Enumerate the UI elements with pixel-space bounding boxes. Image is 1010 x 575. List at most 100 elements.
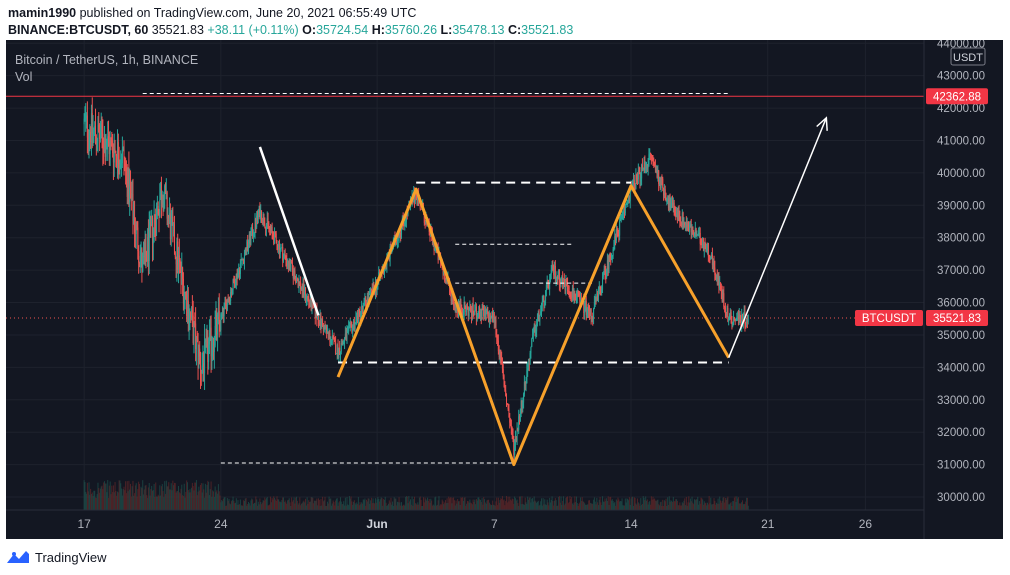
candle-body: [467, 307, 469, 316]
candle-body: [580, 298, 582, 301]
volume-bar: [437, 500, 439, 510]
candle-body: [637, 170, 639, 180]
volume-bar: [701, 498, 703, 510]
candle-body: [466, 306, 468, 308]
volume-bar: [519, 496, 521, 510]
volume-bar: [682, 503, 684, 510]
candle-body: [203, 363, 205, 374]
volume-bar: [348, 496, 350, 510]
candle-body: [235, 273, 237, 286]
candle-body: [618, 235, 620, 237]
volume-bar: [512, 499, 514, 510]
volume-bar: [138, 483, 140, 510]
candle-body: [510, 425, 512, 434]
volume-bar: [616, 500, 618, 510]
volume-bar: [730, 502, 732, 510]
volume-bar: [390, 497, 392, 510]
volume-bar: [246, 505, 248, 510]
volume-bar: [175, 492, 177, 510]
candle-body: [579, 294, 581, 300]
volume-bar: [678, 505, 680, 510]
price-axis[interactable]: 30000.0031000.0032000.0033000.0034000.00…: [937, 40, 985, 504]
white-trend-line: [258, 146, 320, 316]
candle-body: [147, 237, 149, 261]
candle-body: [173, 224, 175, 226]
volume-bar: [400, 505, 402, 510]
volume-bar: [497, 505, 499, 510]
volume-bar: [610, 500, 612, 510]
volume-bar: [244, 498, 246, 510]
volume-bar: [427, 497, 429, 510]
candle-body: [180, 262, 182, 277]
volume-bar: [392, 505, 394, 510]
candle-body: [498, 351, 500, 358]
candle-body: [109, 139, 111, 155]
candle-body: [122, 146, 124, 149]
candle-body: [434, 247, 436, 250]
candle-body: [249, 234, 251, 244]
author-name: mamin1990: [8, 6, 77, 20]
candle-body: [358, 309, 360, 311]
volume-bar: [221, 500, 223, 510]
volume-bar: [453, 500, 455, 510]
candle-body: [668, 196, 670, 209]
chart-panel[interactable]: Bitcoin / TetherUS, 1h, BINANCE Vol 3000…: [6, 40, 1003, 539]
candle-body: [121, 148, 123, 164]
candle-body: [602, 273, 604, 277]
volume-bar: [399, 502, 401, 510]
candle-body: [610, 257, 612, 259]
volume-bar: [142, 480, 144, 510]
candle-body: [283, 253, 285, 256]
volume-bar: [270, 502, 272, 510]
volume-bar: [570, 499, 572, 510]
volume-bar: [84, 482, 86, 510]
candle-body: [99, 138, 101, 140]
volume-bar: [265, 499, 267, 510]
volume-bar: [346, 497, 348, 510]
price-chart[interactable]: Bitcoin / TetherUS, 1h, BINANCE Vol 3000…: [6, 40, 1003, 539]
volume-bar: [596, 497, 598, 510]
volume-bar: [564, 503, 566, 510]
candle-body: [154, 218, 156, 224]
candle-body: [221, 314, 223, 316]
tradingview-footer[interactable]: TradingView: [6, 547, 107, 567]
currency-box[interactable]: [950, 47, 986, 66]
volume-bar: [414, 503, 416, 510]
candle-body: [596, 293, 598, 302]
candle-body: [505, 390, 507, 397]
volume-bar: [627, 498, 629, 510]
candle-body: [369, 291, 371, 294]
candle-body: [302, 283, 304, 292]
price-tick-label: 42000.00: [937, 103, 985, 115]
candle-body: [183, 294, 185, 304]
volume-bar: [196, 495, 198, 510]
candle-body: [679, 217, 681, 222]
volume-bar: [330, 498, 332, 510]
volume-bar: [524, 497, 526, 510]
candle-body: [611, 255, 613, 258]
candle-body: [456, 305, 458, 312]
volume-bar: [135, 483, 137, 510]
volume-bar: [112, 492, 114, 510]
candle-body: [322, 324, 324, 332]
volume-bar: [482, 504, 484, 510]
candle-body: [445, 278, 447, 284]
candle-body: [713, 262, 715, 268]
volume-bar: [410, 504, 412, 510]
volume-bar: [195, 482, 197, 510]
candle-body: [722, 293, 724, 302]
volume-bar: [688, 496, 690, 510]
volume-bar: [716, 503, 718, 510]
volume-bar: [238, 504, 240, 510]
volume-bar: [103, 481, 105, 510]
volume-bar: [271, 497, 273, 510]
candle-body: [91, 113, 93, 134]
volume-bar: [427, 501, 429, 510]
candle-body: [523, 381, 525, 395]
volume-bar: [558, 497, 560, 510]
volume-bar: [617, 497, 619, 510]
candle-body: [134, 232, 136, 235]
time-axis[interactable]: 17 24 Jun 7 14 21 26: [77, 517, 872, 531]
price-tags: 42362.88 BTCUSDT 35521.83: [855, 88, 988, 327]
volume-bar: [511, 498, 513, 510]
